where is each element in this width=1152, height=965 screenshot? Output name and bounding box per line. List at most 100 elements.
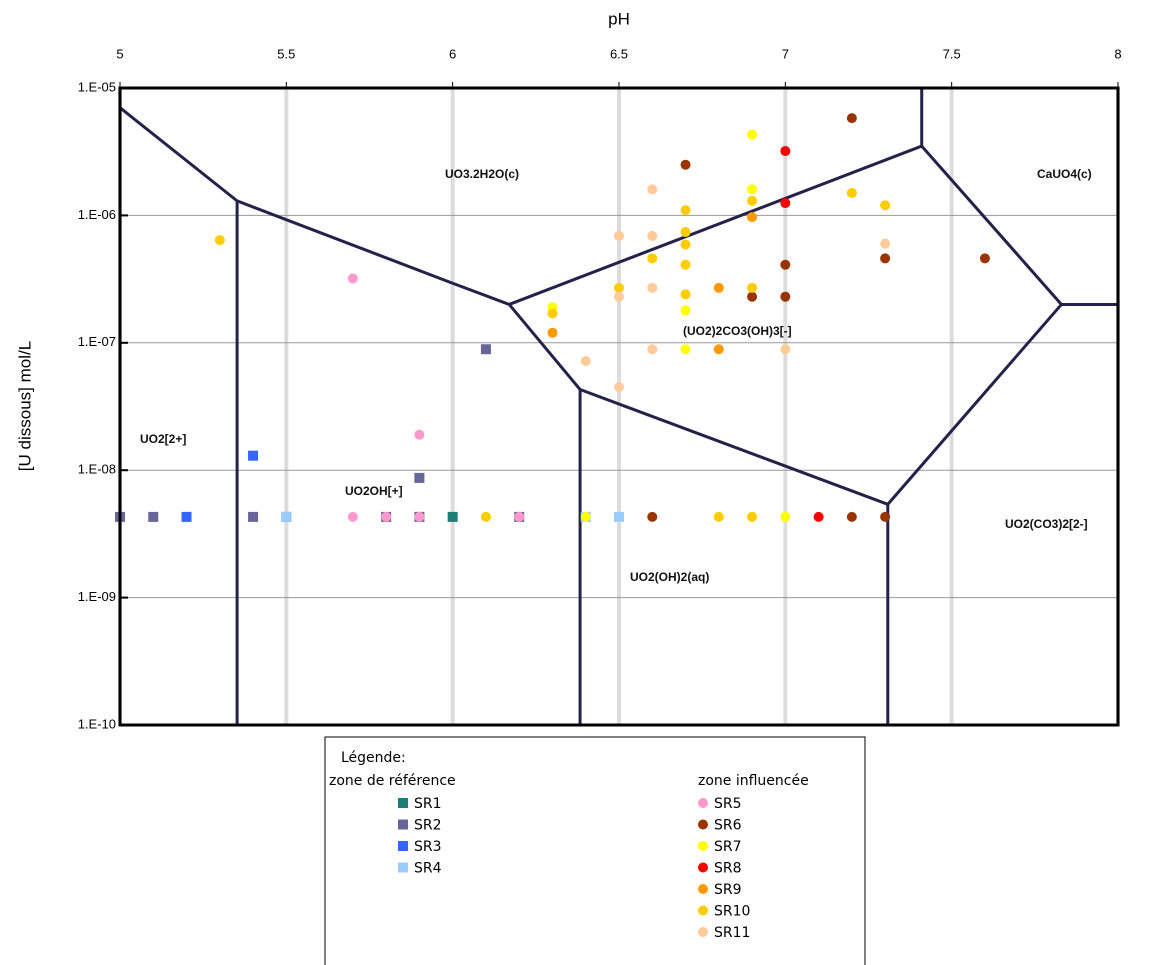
x-tick-label: 6.5	[610, 46, 628, 61]
legend-group-title: zone influencée	[698, 773, 809, 789]
point	[747, 511, 758, 522]
point	[780, 198, 791, 209]
point	[347, 511, 358, 522]
point	[680, 259, 691, 270]
legend-group-title: zone de référence	[329, 773, 456, 789]
y-tick-label: 1.E-09	[78, 589, 116, 604]
legend-title: Légende:	[341, 750, 406, 766]
point	[248, 511, 259, 522]
point	[846, 511, 857, 522]
point	[680, 205, 691, 216]
point	[747, 212, 758, 223]
region-label: UO2(OH)2(aq)	[630, 570, 709, 584]
point	[880, 200, 891, 211]
y-tick-label: 1.E-10	[78, 716, 116, 731]
legend-label: SR3	[414, 839, 442, 855]
point	[747, 129, 758, 140]
x-tick-label: 5	[116, 46, 123, 61]
legend-label: SR4	[414, 861, 442, 877]
point	[181, 511, 192, 522]
point	[580, 511, 591, 522]
legend-marker	[698, 798, 708, 808]
region-label: UO2OH[+]	[345, 484, 403, 498]
point	[780, 146, 791, 157]
point	[680, 159, 691, 170]
point	[747, 291, 758, 302]
legend-label: SR5	[714, 796, 742, 812]
point	[880, 238, 891, 249]
point	[480, 511, 491, 522]
point	[713, 511, 724, 522]
point	[480, 344, 491, 355]
point	[547, 308, 558, 319]
regions: UO3.2H2O(c) CaUO4(c) (UO2)2CO3(OH)3[-] UO2[…	[140, 167, 1092, 584]
point	[747, 184, 758, 195]
point	[381, 511, 392, 522]
region-label: (UO2)2CO3(OH)3[-]	[683, 324, 792, 338]
legend-marker	[698, 819, 708, 830]
point	[614, 282, 624, 293]
point	[614, 381, 624, 392]
legend-marker	[698, 862, 708, 873]
legend-label: SR11	[714, 925, 750, 941]
legend-marker	[698, 884, 708, 894]
legend-marker	[698, 841, 708, 851]
legend-label: SR10	[714, 904, 750, 920]
legend: Légende: zone de référence SR1 SR2 SR3 SR4 zo…	[324, 736, 866, 965]
point	[580, 355, 591, 366]
legend-marker	[398, 819, 408, 830]
point	[979, 253, 990, 264]
point	[614, 230, 624, 241]
region-label: UO2(CO3)2[2-]	[1005, 517, 1088, 531]
point	[647, 282, 658, 293]
legend-marker	[698, 927, 708, 937]
point	[780, 344, 791, 355]
point	[547, 327, 558, 338]
point	[713, 282, 724, 293]
legend-label: SR9	[714, 882, 742, 898]
point	[447, 511, 458, 522]
boundaries	[119, 88, 1118, 725]
points	[115, 113, 990, 522]
point	[680, 305, 691, 316]
point	[281, 511, 292, 522]
x-tick-label: 6	[449, 46, 456, 61]
point	[614, 291, 624, 302]
legend-label: SR6	[714, 818, 742, 834]
point	[780, 259, 791, 270]
x-tick-label: 7	[782, 46, 789, 61]
region-label: CaUO4(c)	[1037, 167, 1092, 181]
x-tick-label: 7.5	[943, 46, 961, 61]
legend-label: SR8	[714, 861, 742, 877]
point	[414, 511, 425, 522]
point	[248, 450, 259, 461]
region-label: UO2[2+]	[140, 432, 186, 446]
point	[880, 511, 891, 522]
phase-boundary	[119, 106, 1118, 506]
legend-label: SR1	[414, 796, 442, 812]
point	[680, 227, 691, 238]
point	[647, 230, 658, 241]
point	[880, 253, 891, 264]
legend-label: SR7	[714, 839, 742, 855]
point	[780, 291, 791, 302]
x-axis-title: pH	[608, 9, 630, 28]
y-tick-label: 1.E-07	[78, 334, 116, 349]
legend-marker	[398, 798, 408, 808]
legend-marker	[398, 841, 408, 851]
point	[780, 511, 791, 522]
point	[647, 253, 658, 264]
axes: 5 5.5 6 6.5 7 7.5 8 1.E-10 1.E-09 1.E-08 1.E-07 1.E…	[78, 46, 1122, 731]
y-tick-label: 1.E-06	[78, 207, 116, 222]
point	[647, 344, 658, 355]
point	[747, 195, 758, 206]
point	[347, 273, 358, 284]
point	[614, 511, 624, 522]
point	[747, 282, 758, 293]
point	[713, 344, 724, 355]
point	[846, 187, 857, 198]
x-tick-label: 5.5	[277, 46, 295, 61]
point	[414, 472, 425, 483]
